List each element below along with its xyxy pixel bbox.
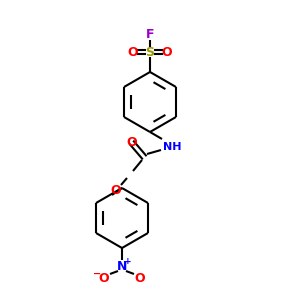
Text: +: +	[124, 256, 132, 266]
Text: O: O	[127, 136, 137, 148]
Text: O: O	[111, 184, 121, 196]
Text: O: O	[99, 272, 109, 286]
Text: −: −	[93, 269, 101, 279]
Text: NH: NH	[163, 142, 181, 152]
Text: O: O	[128, 46, 138, 59]
Text: N: N	[117, 260, 127, 272]
Text: O: O	[135, 272, 145, 286]
Text: F: F	[146, 28, 154, 41]
Text: S: S	[146, 46, 154, 59]
Text: O: O	[162, 46, 172, 59]
